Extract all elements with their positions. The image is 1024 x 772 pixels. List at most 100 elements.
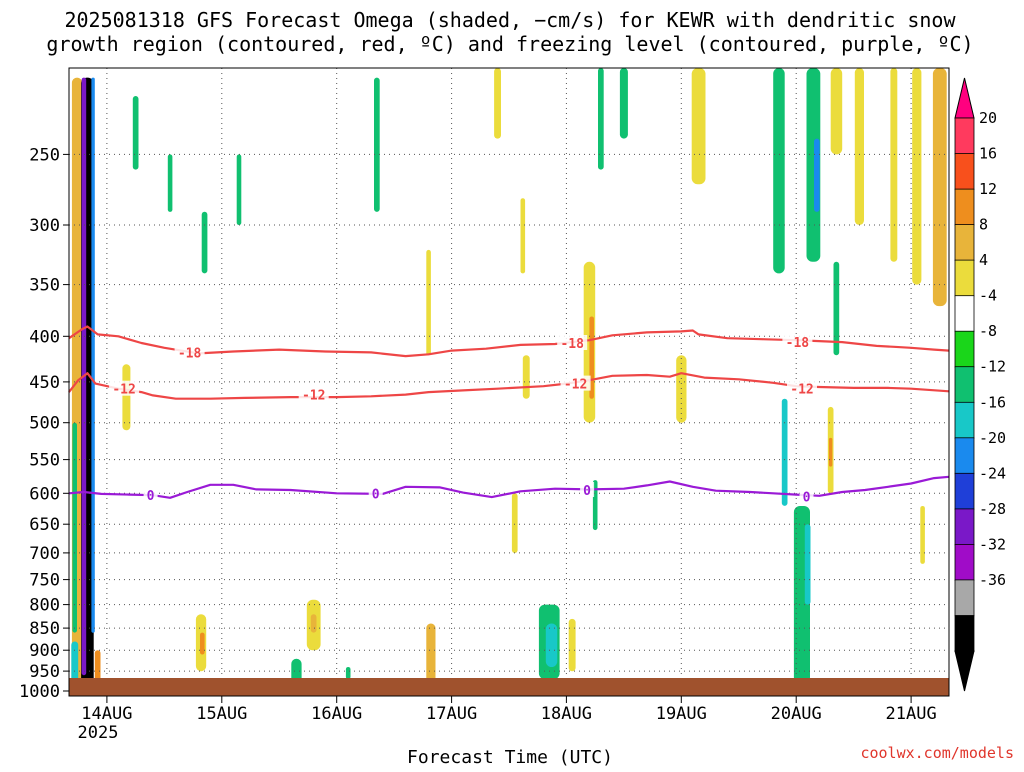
x-tick-label: 21AUG — [886, 704, 937, 724]
contour-label: -18 — [786, 336, 810, 351]
contour-label: -12 — [790, 383, 813, 398]
contour-label-background — [143, 487, 158, 503]
omega-region — [773, 68, 785, 274]
x-tick-label: 16AUG — [311, 704, 362, 724]
omega-region — [494, 68, 501, 139]
contour-label: -12 — [564, 378, 587, 393]
x-axis-title: Forecast Time (UTC) — [407, 747, 613, 768]
colorbar-label: -12 — [979, 358, 1006, 376]
contour-label-background — [799, 488, 814, 504]
colorbar-segment — [954, 259, 975, 297]
colorbar-label: 4 — [979, 251, 988, 269]
x-tick-label: 18AUG — [541, 704, 592, 724]
contour-label-background — [580, 482, 595, 497]
contour-label-background — [174, 344, 205, 360]
plot-area: -18 -18 -18 -12 -12 -12 -12 0 0 0 0 — [68, 67, 950, 697]
contour-layer: -18 -18 -18 -12 -12 -12 -12 0 0 0 0 — [68, 325, 950, 506]
omega-region — [426, 623, 436, 684]
omega-region — [545, 623, 558, 667]
omega-region — [890, 68, 898, 262]
omega-region — [72, 422, 77, 633]
pressure-axis: 2503003504004505005506006507007508008509… — [19, 145, 69, 702]
contour-line-0 — [68, 475, 950, 499]
colorbar-segment — [954, 579, 975, 617]
x-tick-label: 20AUG — [771, 704, 822, 724]
colorbar-segment — [954, 615, 975, 652]
contour-label: -12 — [302, 389, 325, 404]
y-tick-label: 500 — [29, 414, 60, 434]
omega-region — [310, 614, 317, 633]
colorbar-label: 8 — [979, 216, 988, 234]
year-label: 2025 — [78, 723, 119, 743]
contour-line-minus18 — [68, 325, 950, 358]
omega-region — [511, 493, 518, 553]
credit-text: coolwx.com/models — [860, 744, 1014, 762]
omega-region — [91, 77, 95, 633]
contour-label-background — [560, 375, 591, 391]
omega-region — [167, 154, 173, 212]
colorbar-segment — [954, 153, 975, 190]
omega-region — [200, 632, 205, 655]
contour-label-background — [109, 380, 140, 396]
chart-title-line-1: 2025081318 GFS Forecast Omega (shaded, −… — [64, 8, 956, 32]
omega-shading-layer — [71, 68, 947, 692]
colorbar-segment — [954, 544, 975, 581]
omega-region — [781, 398, 788, 506]
y-tick-label: 450 — [29, 373, 60, 393]
colorbar-label: 20 — [979, 109, 997, 127]
y-tick-label: 350 — [29, 276, 60, 296]
colorbar-segment — [954, 366, 975, 404]
omega-region — [71, 641, 79, 689]
y-tick-label: 1000 — [19, 682, 60, 702]
omega-region — [806, 68, 821, 262]
omega-region — [374, 77, 380, 212]
y-tick-label: 300 — [29, 216, 60, 236]
contour-label-background — [787, 380, 817, 396]
contour-label: -18 — [178, 346, 202, 361]
omega-region — [804, 524, 811, 605]
omega-region — [426, 249, 431, 356]
omega-region — [598, 68, 604, 170]
y-tick-label: 250 — [29, 145, 60, 165]
colorbar-label: -16 — [979, 393, 1006, 411]
contour-label-background — [298, 386, 329, 402]
contour-label: 0 — [803, 491, 811, 506]
omega-region — [920, 506, 925, 564]
omega-region — [814, 138, 820, 212]
contour-label: -12 — [112, 383, 135, 398]
colorbar-segment — [954, 508, 975, 546]
contour-label: 0 — [583, 484, 591, 499]
omega-region — [520, 198, 526, 274]
omega-region — [619, 68, 628, 139]
omega-region — [345, 667, 351, 680]
contour-label-background — [782, 334, 813, 350]
time-axis: 14AUG 15AUG 16AUG 17AUG 18AUG 19AUG 20AUG 21AUG — [81, 696, 937, 724]
chart-title-line-2: growth region (contoured, red, ºC) and f… — [46, 32, 973, 56]
y-tick-label: 650 — [29, 515, 60, 535]
contour-label: 0 — [372, 487, 380, 502]
colorbar-label: -32 — [979, 535, 1006, 553]
x-tick-label: 17AUG — [426, 704, 477, 724]
contour-label: 0 — [147, 489, 155, 504]
colorbar-segment — [954, 330, 975, 368]
y-tick-label: 800 — [29, 596, 60, 616]
y-tick-label: 550 — [29, 451, 60, 471]
x-tick-label: 19AUG — [656, 704, 707, 724]
omega-region — [833, 261, 840, 356]
colorbar-segment — [954, 437, 975, 475]
omega-region — [568, 618, 576, 672]
omega-region — [691, 68, 706, 185]
y-tick-label: 900 — [29, 641, 60, 661]
contour-label-background — [368, 485, 383, 501]
colorbar-segment — [954, 224, 975, 262]
y-tick-label: 400 — [29, 327, 60, 347]
y-tick-label: 700 — [29, 544, 60, 564]
omega-region — [830, 68, 843, 155]
colorbar-bottom-arrow — [954, 650, 975, 692]
colorbar-segment — [954, 117, 975, 155]
colorbar-label: -4 — [979, 287, 997, 305]
y-tick-label: 850 — [29, 619, 60, 639]
omega-region — [522, 355, 530, 399]
